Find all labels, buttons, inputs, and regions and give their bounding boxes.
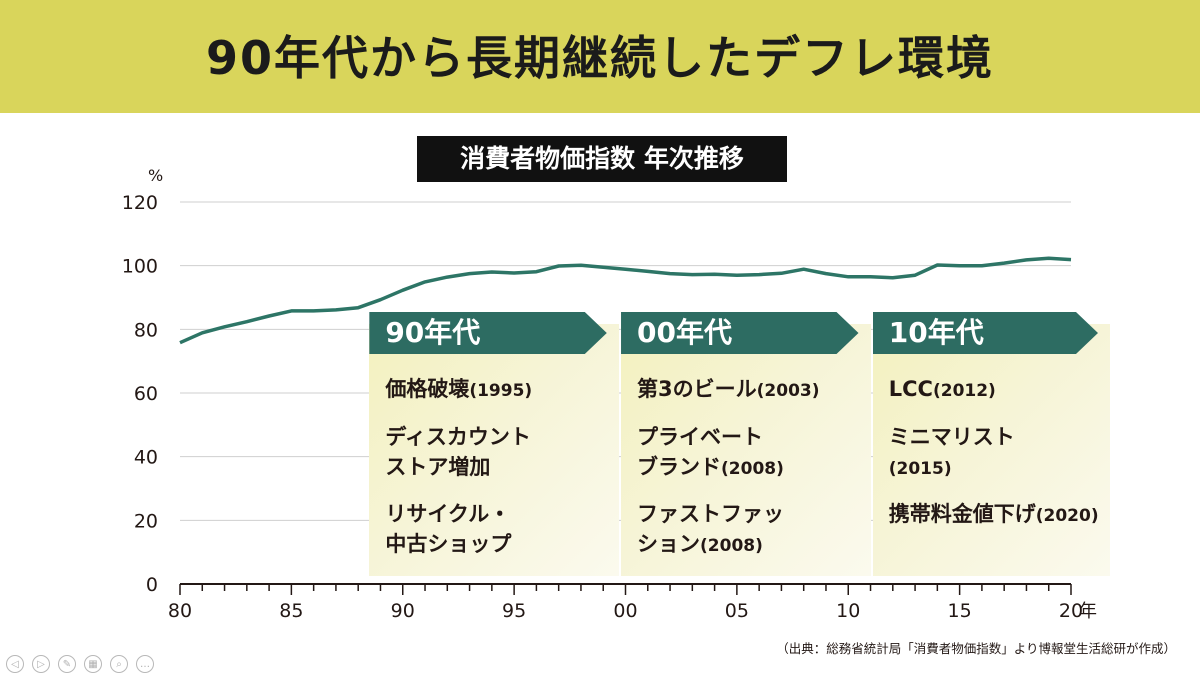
page-title: 90年代から長期継続したデフレ環境 <box>205 31 994 85</box>
era-panel <box>369 324 619 576</box>
era-item: ファストファッ ション(2008) <box>637 499 784 561</box>
y-tick-label: 20 <box>134 510 158 532</box>
back-icon[interactable]: ◁ <box>6 655 24 673</box>
era-item-text: ション <box>637 532 701 556</box>
era-item: 価格破壊(1995) <box>385 374 532 406</box>
x-tick-label: 05 <box>725 600 749 622</box>
era-panel <box>872 324 1110 576</box>
era-item-year: (2012) <box>932 381 996 401</box>
more-icon[interactable]: … <box>136 655 154 673</box>
era-item-text: LCC <box>888 377 933 401</box>
era-panel <box>621 324 871 576</box>
x-tick-label: 80 <box>168 600 192 622</box>
x-tick-label: 95 <box>502 600 526 622</box>
era-header: 10年代 <box>873 312 1098 354</box>
x-tick-label: 85 <box>279 600 303 622</box>
era-item-text: リサイクル・ <box>385 502 511 526</box>
zoom-icon[interactable]: ⌕ <box>110 655 128 673</box>
era-item-text: ディスカウント <box>385 425 531 449</box>
y-tick-label: 120 <box>122 192 158 214</box>
era-item-year: (2015) <box>888 459 952 479</box>
era-item-text: ストア増加 <box>385 455 491 479</box>
era-item: LCC(2012) <box>889 374 996 406</box>
era-item-text: 価格破壊 <box>385 377 470 401</box>
era-item-text: 中古ショップ <box>385 532 512 556</box>
era-item-year: (2020) <box>1035 506 1099 526</box>
era-item-year: (1995) <box>469 381 533 401</box>
era-item-text: ブランド <box>637 455 722 479</box>
era-item: ディスカウント ストア増加 <box>385 422 531 482</box>
play-icon[interactable]: ▷ <box>32 655 50 673</box>
era-item-text: 携帯料金値下げ <box>888 502 1036 526</box>
x-tick-label: 10 <box>836 600 860 622</box>
era-item-text: 第3のビール <box>637 377 757 401</box>
era-item-text: プライベート <box>637 425 764 449</box>
era-item-text: ファストファッ <box>637 502 785 526</box>
era-item-text: ミニマリスト <box>888 425 1015 449</box>
slides-icon[interactable]: ▦ <box>84 655 102 673</box>
era-item: リサイクル・ 中古ショップ <box>385 499 511 559</box>
y-unit-label: % <box>148 166 163 185</box>
x-tick-label: 15 <box>948 600 972 622</box>
x-tick-label: 20 <box>1059 600 1083 622</box>
x-unit-label: 年 <box>1079 601 1097 622</box>
y-tick-label: 40 <box>134 447 158 469</box>
y-tick-label: 100 <box>122 256 158 278</box>
x-tick-label: 90 <box>391 600 415 622</box>
era-item: プライベート ブランド(2008) <box>637 422 784 484</box>
era-item-year: (2008) <box>721 459 784 479</box>
slide-toolbar: ◁ ▷ ✎ ▦ ⌕ … <box>6 655 154 673</box>
chart-title: 消費者物価指数 年次推移 <box>417 136 787 182</box>
y-tick-label: 60 <box>134 383 158 405</box>
pen-icon[interactable]: ✎ <box>58 655 76 673</box>
era-item: 携帯料金値下げ(2020) <box>889 499 1099 531</box>
y-tick-label: 80 <box>134 319 158 341</box>
y-tick-label: 0 <box>146 574 158 596</box>
era-item-year: (2008) <box>700 536 763 556</box>
era-item: ミニマリスト (2015) <box>889 422 1015 484</box>
era-header: 90年代 <box>369 312 606 354</box>
era-header: 00年代 <box>621 312 858 354</box>
era-item: 第3のビール(2003) <box>637 374 819 406</box>
source-note: （出典：総務省統計局「消費者物価指数」より博報堂生活総研が作成） <box>776 641 1176 656</box>
x-tick-label: 00 <box>613 600 637 622</box>
title-banner: 90年代から長期継続したデフレ環境 <box>0 0 1200 113</box>
era-item-year: (2003) <box>756 381 820 401</box>
